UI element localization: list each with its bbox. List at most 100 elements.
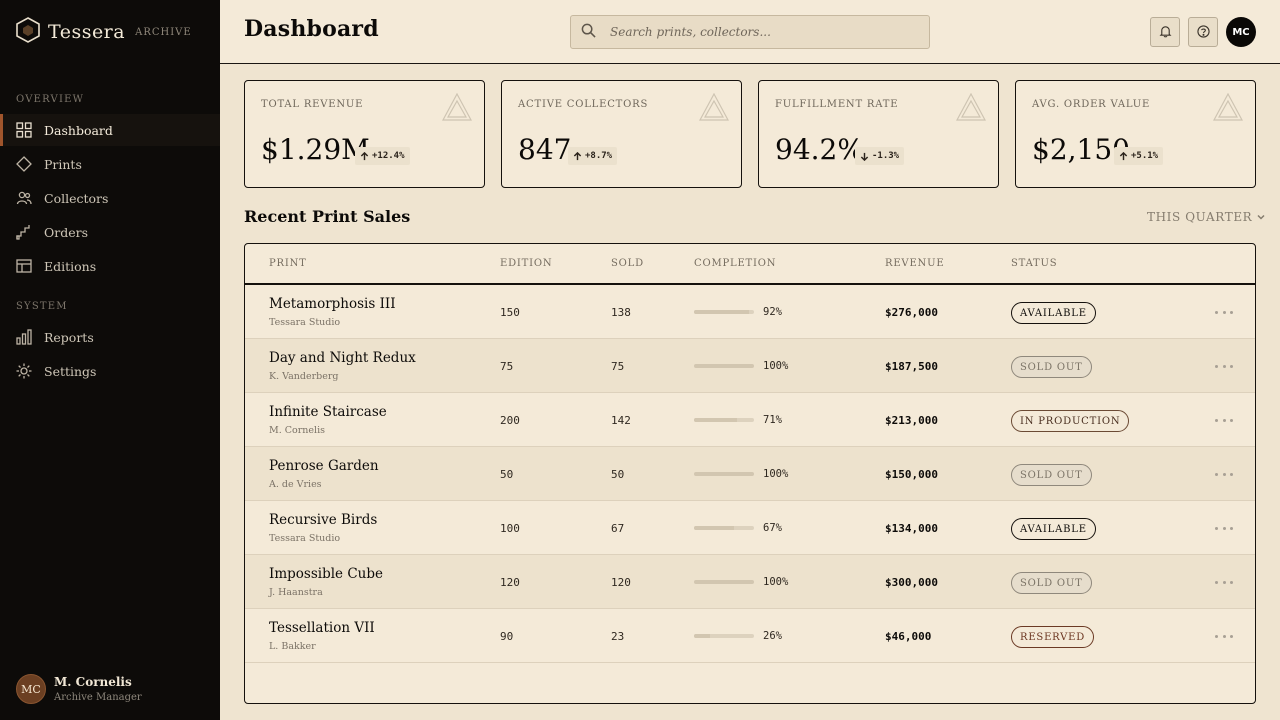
more-actions-button[interactable]	[1215, 521, 1233, 535]
column-header-print[interactable]: PRINT	[269, 258, 307, 269]
sidebar-user[interactable]: MC M. Cornelis Archive Manager	[16, 674, 142, 704]
user-role: Archive Manager	[54, 692, 142, 703]
completion-percent: 100%	[763, 360, 789, 372]
sidebar-item-collectors[interactable]: Collectors	[0, 182, 220, 214]
column-header-status[interactable]: STATUS	[1011, 258, 1058, 269]
kpi-delta: +8.7%	[568, 147, 618, 165]
triangle-decoration-icon	[1213, 93, 1243, 121]
status-badge: SOLD OUT	[1011, 572, 1092, 594]
arrow-up-icon	[573, 151, 582, 160]
table-row[interactable]: Recursive Birds Tessara Studio 100 67 67% $13…	[245, 501, 1255, 555]
status-badge: SOLD OUT	[1011, 464, 1092, 486]
completion-percent: 100%	[763, 468, 789, 480]
sidebar-item-prints[interactable]: Prints	[0, 148, 220, 180]
sidebar-item-dashboard[interactable]: Dashboard	[0, 114, 220, 146]
completion-bar	[694, 526, 754, 530]
kpi-label: FULFILLMENT RATE	[775, 99, 899, 110]
brand[interactable]: Tessera ARCHIVE	[16, 17, 192, 46]
dot-icon	[1230, 634, 1233, 638]
column-header-edition[interactable]: EDITION	[500, 258, 553, 269]
print-title[interactable]: Recursive Birds	[269, 512, 378, 528]
period-label: THIS QUARTER	[1147, 210, 1253, 224]
print-title[interactable]: Metamorphosis III	[269, 296, 396, 312]
user-avatar-button[interactable]: MC	[1226, 17, 1256, 47]
print-title[interactable]: Infinite Staircase	[269, 404, 387, 420]
period-dropdown[interactable]: THIS QUARTER	[1147, 210, 1266, 224]
sun-gear-icon	[16, 363, 32, 379]
table-row[interactable]: Metamorphosis III Tessara Studio 150 138 92%…	[245, 285, 1255, 339]
completion-bar-fill	[694, 364, 754, 368]
notifications-button[interactable]	[1150, 17, 1180, 47]
dot-icon	[1222, 418, 1226, 422]
brand-name: Tessera	[48, 21, 126, 43]
print-artist: K. Vanderberg	[269, 371, 339, 382]
print-cell: Tessellation VII L. Bakker	[269, 620, 375, 652]
print-title[interactable]: Impossible Cube	[269, 566, 383, 582]
help-button[interactable]	[1188, 17, 1218, 47]
sidebar-item-settings[interactable]: Settings	[0, 355, 220, 387]
dot-icon	[1215, 418, 1218, 422]
dot-icon	[1222, 472, 1226, 476]
dot-icon	[1230, 580, 1233, 584]
search-input[interactable]	[610, 25, 910, 39]
print-artist: J. Haanstra	[269, 587, 323, 598]
sidebar-item-label: Collectors	[44, 190, 109, 206]
sold-cell: 75	[611, 360, 625, 373]
more-actions-button[interactable]	[1215, 359, 1233, 373]
kpi-card-active-collectors: ACTIVE COLLECTORS 847 +8.7%	[501, 80, 742, 188]
sold-cell: 138	[611, 306, 631, 319]
more-actions-button[interactable]	[1215, 575, 1233, 589]
user-name: M. Cornelis	[54, 675, 132, 689]
table-row[interactable]: Infinite Staircase M. Cornelis 200 142 71% $2…	[245, 393, 1255, 447]
dot-icon	[1215, 472, 1218, 476]
revenue-cell: $150,000	[885, 468, 938, 481]
column-header-completion[interactable]: COMPLETION	[694, 258, 777, 269]
print-title[interactable]: Day and Night Redux	[269, 350, 416, 366]
revenue-cell: $276,000	[885, 306, 938, 319]
sidebar-item-orders[interactable]: Orders	[0, 216, 220, 248]
more-actions-button[interactable]	[1215, 629, 1233, 643]
more-actions-button[interactable]	[1215, 467, 1233, 481]
kpi-value: $2,150	[1032, 133, 1130, 166]
table-row[interactable]: Impossible Cube J. Haanstra 120 120 100% $300…	[245, 555, 1255, 609]
nav-section-system: SYSTEM	[16, 301, 68, 312]
more-actions-button[interactable]	[1215, 305, 1233, 319]
print-cell: Recursive Birds Tessara Studio	[269, 512, 377, 544]
print-cell: Impossible Cube J. Haanstra	[269, 566, 383, 598]
print-cell: Metamorphosis III Tessara Studio	[269, 296, 396, 328]
completion-percent: 71%	[763, 414, 782, 426]
sidebar-item-editions[interactable]: Editions	[0, 250, 220, 282]
arrow-down-icon	[860, 152, 869, 161]
more-actions-button[interactable]	[1215, 413, 1233, 427]
completion-percent: 100%	[763, 576, 789, 588]
status-badge: RESERVED	[1011, 626, 1095, 648]
dot-icon	[1215, 364, 1218, 368]
revenue-cell: $213,000	[885, 414, 938, 427]
dot-icon	[1215, 580, 1218, 584]
dot-icon	[1215, 310, 1218, 314]
print-title[interactable]: Penrose Garden	[269, 458, 379, 474]
table-row[interactable]: Penrose Garden A. de Vries 50 50 100% $150,00…	[245, 447, 1255, 501]
table-row[interactable]: Tessellation VII L. Bakker 90 23 26% $46,000 R…	[245, 609, 1255, 663]
table-row[interactable]: Day and Night Redux K. Vanderberg 75 75 100%…	[245, 339, 1255, 393]
search-box[interactable]	[570, 15, 930, 49]
column-header-sold[interactable]: SOLD	[611, 258, 644, 269]
sold-cell: 23	[611, 630, 625, 643]
edition-cell: 75	[500, 360, 514, 373]
column-header-revenue[interactable]: REVENUE	[885, 258, 945, 269]
sidebar-item-label: Settings	[44, 363, 97, 379]
completion-bar-fill	[694, 472, 754, 476]
completion-bar-fill	[694, 418, 737, 422]
print-title[interactable]: Tessellation VII	[269, 620, 375, 636]
sidebar-item-reports[interactable]: Reports	[0, 321, 220, 353]
page-title: Dashboard	[244, 16, 379, 42]
sidebar-item-label: Prints	[44, 156, 82, 172]
edition-cell: 150	[500, 306, 520, 319]
avatar: MC	[16, 674, 46, 704]
kpi-label: AVG. ORDER VALUE	[1032, 99, 1151, 110]
kpi-delta: +12.4%	[355, 147, 410, 165]
sold-cell: 50	[611, 468, 625, 481]
kpi-label: TOTAL REVENUE	[261, 99, 364, 110]
completion-percent: 67%	[763, 522, 782, 534]
status-badge: IN PRODUCTION	[1011, 410, 1130, 432]
